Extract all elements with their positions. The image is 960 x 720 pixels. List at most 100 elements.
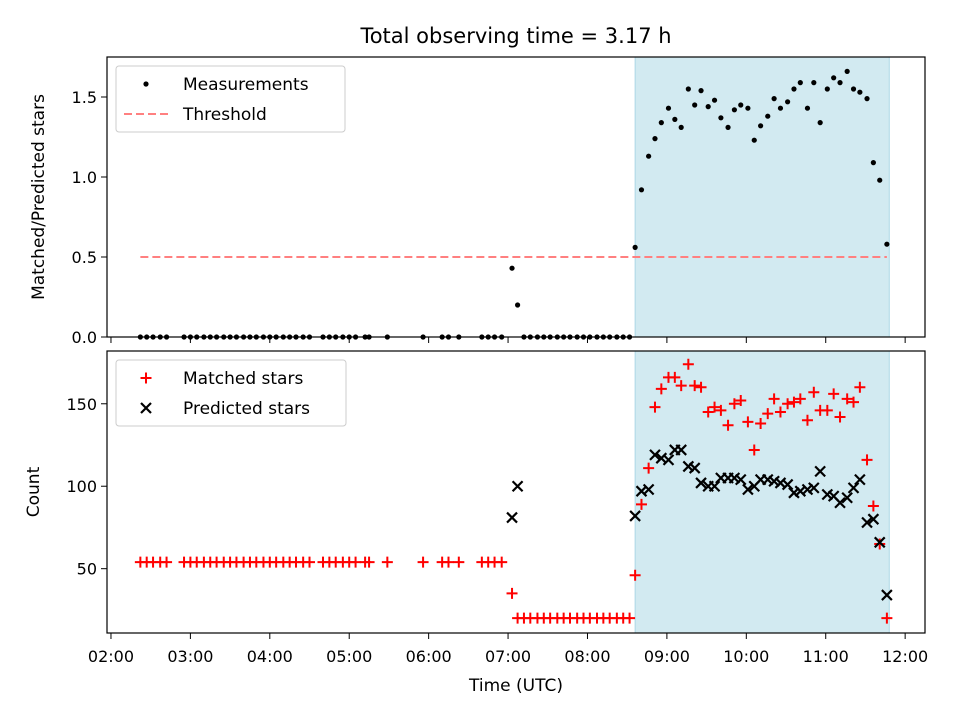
measurement-point: [646, 153, 652, 159]
measurement-point: [632, 244, 638, 250]
measurement-point: [870, 160, 876, 166]
matched-star-point: [755, 418, 767, 430]
matched-star-point: [748, 444, 760, 456]
matched-star-point: [735, 394, 747, 406]
observing-window-span: [634, 350, 890, 634]
measurement-point: [751, 137, 757, 143]
predicted-star-point: [506, 511, 518, 524]
matched-star-point: [381, 556, 393, 568]
measurement-point: [745, 105, 751, 111]
measurement-point: [711, 97, 718, 103]
matched-star-point: [689, 380, 701, 392]
measurement-point: [685, 86, 691, 92]
matched-star-point: [675, 380, 687, 392]
measurement-point: [765, 113, 771, 119]
measurement-point: [831, 75, 837, 81]
figure-title: Total observing time = 3.17 h: [359, 24, 671, 48]
predicted-star-point: [642, 483, 655, 496]
matched-star-point: [417, 556, 429, 568]
matched-star-point: [867, 500, 879, 512]
legend-marker-predicted: [140, 402, 152, 414]
measurement-point: [877, 177, 883, 183]
predicted-star-point: [867, 513, 880, 525]
measurement-point: [797, 80, 803, 86]
predicted-star-point: [814, 465, 826, 478]
matched-star-point: [742, 416, 754, 428]
matched-star-point: [649, 401, 661, 413]
matched-star-point: [702, 406, 714, 418]
legend-box: [115, 65, 346, 133]
measurement-point: [514, 302, 521, 308]
x-tick-label: 03:00: [167, 647, 213, 666]
predicted-star-point: [781, 478, 794, 491]
x-tick-label: 06:00: [406, 647, 452, 666]
matched-star-point: [788, 396, 800, 408]
matched-star-point: [841, 393, 853, 405]
predicted-star-point: [662, 454, 675, 466]
legend-label: Predicted stars: [183, 399, 310, 419]
series-measurements: [137, 68, 890, 340]
x-axis-label: Time (UTC): [468, 676, 563, 696]
y-tick-label: 100: [66, 477, 97, 496]
predicted-star-point: [808, 482, 820, 494]
matched-star-point: [782, 398, 794, 410]
predicted-star-point: [734, 473, 747, 486]
plot-frame: [106, 56, 926, 338]
measurement-point: [725, 124, 731, 130]
y-tick-label: 0.0: [72, 328, 97, 347]
measurement-point: [777, 105, 784, 111]
count-panel: Count 50 100 150 02:00 03:00 04:00 05:00 06:00 07…: [24, 350, 928, 666]
predicted-star-point: [675, 444, 687, 456]
series-predicted-stars: [506, 444, 893, 601]
ratio-panel: Matched/Predicted stars 0.0 0.5 1.0 1.5 Measu…: [29, 56, 926, 347]
matched-star-point: [774, 406, 786, 418]
matched-star-point: [848, 396, 860, 408]
matched-star-point: [881, 612, 893, 624]
predicted-star-point: [854, 473, 866, 486]
legend: Matched stars Predicted stars: [115, 359, 347, 427]
matched-star-point: [728, 398, 740, 410]
matched-star-point: [715, 404, 727, 416]
measurement-point: [672, 116, 678, 122]
measurement-point: [857, 89, 863, 95]
matched-star-point: [801, 414, 813, 426]
matched-star-point: [669, 371, 681, 383]
predicted-star-point: [649, 449, 661, 461]
x-tick-label: 08:00: [564, 647, 610, 666]
matched-star-point: [350, 556, 362, 568]
measurement-point: [705, 104, 711, 110]
matched-star-point: [834, 411, 846, 423]
measurement-point: [698, 88, 704, 94]
matched-star-point: [635, 498, 647, 510]
legend: Measurements Threshold: [115, 65, 346, 133]
predicted-star-point: [841, 491, 853, 504]
predicted-star-point: [629, 510, 641, 522]
legend-label: Matched stars: [183, 369, 303, 389]
y-axis-label: Count: [24, 466, 44, 517]
matched-star-point: [442, 556, 454, 568]
x-tick-label: 11:00: [803, 647, 849, 666]
measurement-point: [824, 86, 830, 92]
x-tick-label: 09:00: [644, 647, 690, 666]
measurement-point: [850, 86, 857, 92]
series-matched-stars: [134, 358, 893, 624]
matched-star-point: [709, 401, 721, 413]
matched-star-point: [453, 556, 465, 568]
observing-window-span: [634, 56, 890, 338]
measurement-point: [785, 99, 791, 105]
predicted-star-point: [688, 462, 701, 474]
predicted-star-point: [847, 482, 860, 494]
measurement-point: [665, 105, 672, 111]
measurement-point: [738, 102, 744, 108]
measurement-point: [884, 241, 890, 247]
x-tick-label: 12:00: [882, 647, 928, 666]
measurement-point: [678, 124, 684, 130]
matched-star-point: [624, 612, 636, 624]
matched-star-point: [828, 388, 840, 400]
measurement-point: [758, 123, 764, 129]
x-tick-label: 05:00: [326, 647, 372, 666]
matched-star-point: [363, 556, 375, 568]
measurement-point: [791, 86, 797, 92]
x-tick-label: 07:00: [485, 647, 531, 666]
